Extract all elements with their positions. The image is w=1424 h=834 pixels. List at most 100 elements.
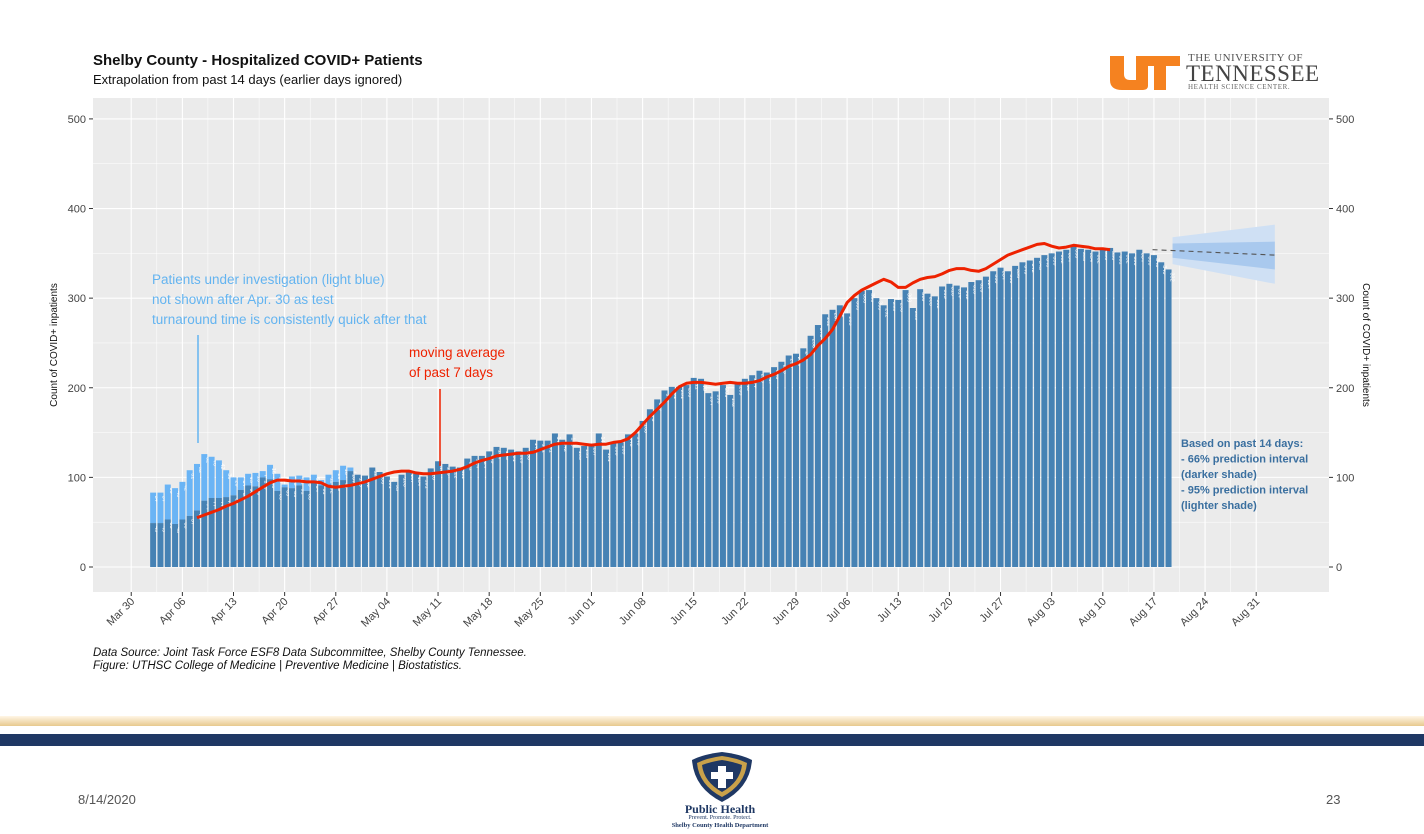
- bar-confirmed: [281, 487, 288, 567]
- bar-value-label: 345: [1037, 261, 1043, 270]
- bar-pui: [267, 464, 274, 480]
- x-tick-label: Jul 20: [926, 596, 955, 625]
- bar-value-label: 217: [767, 376, 773, 385]
- bar-value-label: 77: [219, 501, 225, 507]
- bar-confirmed: [683, 385, 690, 567]
- bar-value-label: 101: [387, 479, 393, 488]
- bar-confirmed: [807, 335, 814, 567]
- annotation-avg-line: moving average: [409, 345, 505, 360]
- bar-value-label: 107: [350, 474, 356, 483]
- bar-value-label: 309: [869, 293, 875, 302]
- bar-pui-label: 14: [241, 480, 247, 486]
- bar-pui: [201, 454, 208, 501]
- bar-confirmed: [1099, 247, 1106, 567]
- bar-confirmed: [661, 390, 668, 567]
- bar-pui: [172, 488, 179, 524]
- bar-confirmed: [588, 444, 595, 567]
- bar-confirmed: [646, 409, 653, 567]
- bar-confirmed: [895, 299, 902, 567]
- bars-group: 3449344939534048425351575263527446774277…: [150, 246, 1175, 568]
- bar-value-label: 149: [599, 436, 605, 445]
- bar-pui: [164, 484, 171, 520]
- bar-value-label: 192: [730, 398, 736, 407]
- bar-pui: [150, 492, 157, 524]
- bar-confirmed: [172, 523, 179, 567]
- bar-confirmed: [1114, 252, 1121, 567]
- bar-confirmed: [829, 309, 836, 567]
- bar-value-label: 350: [1132, 256, 1138, 265]
- bar-confirmed: [325, 484, 332, 567]
- bar-value-label: 142: [533, 443, 539, 452]
- bar-confirmed: [1055, 251, 1062, 567]
- x-tick-label: Apr 20: [259, 596, 290, 627]
- bar-value-label: 354: [1066, 253, 1072, 262]
- bar-value-label: 356: [1110, 251, 1116, 260]
- bar-value-label: 85: [277, 494, 283, 500]
- bar-confirmed: [493, 446, 500, 567]
- bar-value-label: 91: [321, 488, 327, 494]
- bar-value-label: 352: [1125, 255, 1131, 264]
- bar-pui-label: 46: [212, 460, 218, 466]
- bar-value-label: 48: [175, 527, 181, 533]
- y-tick-label-right: 300: [1336, 293, 1354, 305]
- bar-confirmed: [1063, 249, 1070, 568]
- bar-value-label: 352: [1059, 255, 1065, 264]
- bar-value-label: 129: [518, 454, 524, 463]
- bar-value-label: 89: [285, 490, 291, 496]
- bar-value-label: 210: [701, 382, 707, 391]
- bar-value-label: 95: [394, 485, 400, 491]
- annotation-legend-line: (lighter shade): [1181, 500, 1257, 512]
- forecast-bands: [1152, 224, 1275, 284]
- bar-pui-label: 34: [153, 496, 159, 502]
- ut-logo-line1: THE UNIVERSITY OF: [1188, 52, 1304, 64]
- bar-value-label: 142: [562, 443, 568, 452]
- x-tick-label: Jun 08: [617, 596, 649, 628]
- bar-confirmed: [917, 289, 924, 567]
- bar-value-label: 149: [635, 436, 641, 445]
- bar-value-label: 103: [402, 478, 408, 487]
- bar-confirmed: [1107, 247, 1114, 567]
- x-tick-label: Apr 13: [208, 596, 239, 627]
- pi66-band: [1172, 241, 1275, 270]
- bar-value-label: 98: [270, 482, 276, 488]
- bar-value-label: 203: [723, 388, 729, 397]
- bar-value-label: 308: [862, 294, 868, 303]
- bar-confirmed: [179, 519, 186, 567]
- bar-confirmed: [866, 290, 873, 567]
- bar-confirmed: [508, 449, 515, 567]
- bar-value-label: 203: [686, 388, 692, 397]
- bar-confirmed: [288, 488, 295, 567]
- x-tick-label: Mar 30: [105, 596, 138, 629]
- bar-value-label: 336: [1015, 269, 1021, 278]
- y-tick-label-right: 100: [1336, 472, 1354, 484]
- bar-pui: [186, 470, 193, 516]
- bar-confirmed: [603, 449, 610, 567]
- bar-pui-label: 3: [285, 488, 291, 491]
- bar-value-label: 300: [854, 301, 860, 310]
- y-tick-label-left: 500: [68, 114, 86, 126]
- bar-value-label: 141: [548, 444, 554, 453]
- bar-confirmed: [208, 497, 215, 567]
- bar-confirmed: [632, 433, 639, 567]
- bar-value-label: 309: [906, 293, 912, 302]
- bar-confirmed: [215, 497, 222, 567]
- y-axis-label-left: Count of COVID+ inpatients: [49, 283, 60, 407]
- bar-pui-label: 13: [248, 477, 254, 483]
- bar-confirmed: [274, 490, 281, 567]
- bar-value-label: 92: [328, 488, 334, 494]
- bar-value-label: 314: [957, 289, 963, 298]
- bar-pui: [252, 472, 259, 487]
- bar-value-label: 223: [774, 370, 780, 379]
- bar-confirmed: [1092, 251, 1099, 567]
- bar-value-label: 320: [979, 283, 985, 292]
- bar-confirmed: [354, 474, 361, 567]
- bar-confirmed: [975, 280, 982, 567]
- bar-value-label: 302: [935, 299, 941, 308]
- bar-confirmed: [909, 307, 916, 567]
- bar-pui-label: 39: [168, 488, 174, 494]
- x-tick-label: Jul 06: [824, 596, 853, 625]
- bar-value-label: 340: [1161, 265, 1167, 274]
- x-tick-label: Jun 22: [719, 596, 751, 628]
- bar-value-label: 91: [299, 488, 305, 494]
- x-tick-label: May 04: [359, 596, 393, 630]
